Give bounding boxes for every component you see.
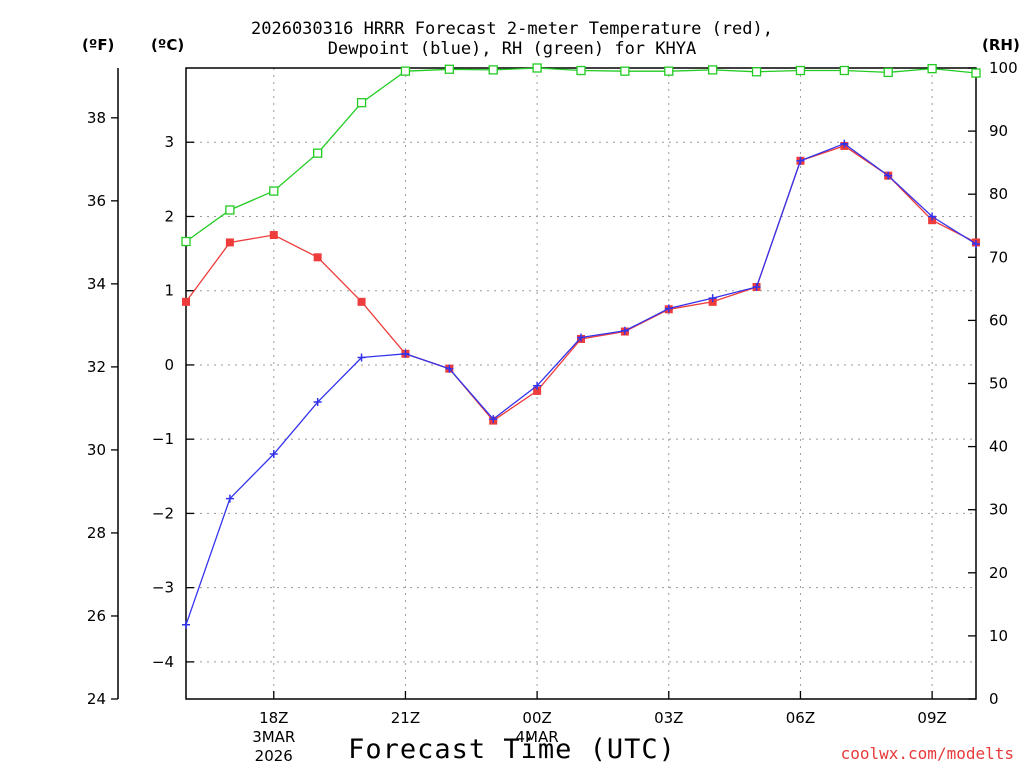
dewpoint-point xyxy=(620,326,629,335)
rh-point xyxy=(225,205,235,215)
dewpoint-point xyxy=(489,415,498,424)
dewpoint-point xyxy=(796,156,805,165)
x-tick-label: 03Z xyxy=(654,709,683,727)
dewpoint-point xyxy=(401,349,410,358)
x-tick-label: 2026 xyxy=(255,747,293,765)
credit-link[interactable]: coolwx.com/modelts xyxy=(840,744,1014,763)
celsius-tick-label: −1 xyxy=(152,430,174,448)
rh-unit-label: (RH) xyxy=(982,36,1020,54)
rh-tick-label: 70 xyxy=(989,248,1008,266)
celsius-tick-label: 1 xyxy=(164,282,174,300)
chart-title-line-1: 2026030316 HRRR Forecast 2-meter Tempera… xyxy=(251,19,773,39)
fahrenheit-unit-label: (ºF) xyxy=(82,36,115,54)
dewpoint-point xyxy=(269,450,278,459)
dewpoint-point xyxy=(182,620,190,629)
rh-tick-label: 0 xyxy=(989,690,999,708)
dewpoint-point xyxy=(313,398,322,407)
fahrenheit-tick-label: 28 xyxy=(87,524,106,542)
rh-point xyxy=(839,65,849,76)
rh-point xyxy=(444,64,454,74)
rh-point xyxy=(576,65,586,76)
rh-point xyxy=(488,65,498,75)
chart-title-line-2: Dewpoint (blue), RH (green) for KHYA xyxy=(327,39,697,59)
rh-tick-label: 100 xyxy=(989,59,1018,77)
dewpoint-point xyxy=(225,494,234,503)
x-tick-label: 3MAR xyxy=(252,728,295,746)
rh-point xyxy=(971,68,981,78)
rh-tick-label: 50 xyxy=(989,375,1008,393)
series-temperature xyxy=(182,141,980,425)
rh-point xyxy=(181,236,191,247)
x-tick-label: 00Z xyxy=(522,709,551,727)
fahrenheit-tick-label: 30 xyxy=(87,441,106,459)
series-line-dewpoint xyxy=(185,142,977,626)
rh-tick-label: 90 xyxy=(989,122,1008,140)
celsius-tick-label: 2 xyxy=(164,207,174,225)
temperature-point xyxy=(357,297,366,306)
rh-tick-label: 20 xyxy=(989,564,1008,582)
rh-point xyxy=(269,186,279,196)
dewpoint-point xyxy=(664,304,673,313)
fahrenheit-tick-label: 36 xyxy=(87,192,106,210)
celsius-tick-label: 3 xyxy=(164,133,174,151)
rh-point xyxy=(356,98,367,108)
x-tick-label: 4MAR xyxy=(516,728,559,746)
temperature-point xyxy=(269,231,278,240)
celsius-tick-label: −4 xyxy=(152,653,174,671)
series-dewpoint xyxy=(182,139,980,629)
rh-point xyxy=(620,66,630,76)
x-tick-label: 06Z xyxy=(786,709,815,727)
fahrenheit-tick-label: 38 xyxy=(87,109,106,127)
rh-point xyxy=(708,65,718,75)
rh-point xyxy=(927,63,937,74)
dewpoint-point xyxy=(928,212,937,221)
rh-tick-label: 30 xyxy=(989,501,1008,519)
rh-tick-label: 80 xyxy=(989,185,1008,203)
fahrenheit-tick-label: 26 xyxy=(87,607,106,625)
dewpoint-point xyxy=(884,171,893,180)
rh-point xyxy=(883,67,893,78)
x-tick-label: 21Z xyxy=(391,709,420,727)
plot-frame xyxy=(185,67,977,700)
x-axis-label: Forecast Time (UTC) xyxy=(348,734,676,765)
rh-point xyxy=(664,66,674,76)
rh-point xyxy=(751,67,762,77)
x-tick-label: 18Z xyxy=(259,709,288,727)
rh-tick-label: 10 xyxy=(989,627,1008,645)
rh-point xyxy=(532,63,542,73)
dewpoint-point xyxy=(357,353,366,362)
rh-tick-label: 60 xyxy=(989,311,1008,329)
fahrenheit-tick-label: 32 xyxy=(87,358,106,376)
x-tick-label: 09Z xyxy=(917,709,946,727)
celsius-tick-label: 0 xyxy=(164,356,174,374)
celsius-tick-label: −2 xyxy=(152,504,174,522)
dewpoint-point xyxy=(533,381,542,390)
dewpoint-point xyxy=(840,139,849,148)
rh-point xyxy=(313,148,323,158)
series-rh xyxy=(181,63,981,247)
dewpoint-point xyxy=(708,294,717,303)
series-line-temperature xyxy=(185,145,977,422)
rh-point xyxy=(400,66,411,76)
celsius-unit-label: (ºC) xyxy=(151,36,185,54)
temperature-point xyxy=(225,238,234,247)
dewpoint-point xyxy=(752,282,761,291)
temperature-point xyxy=(313,253,322,262)
temperature-point xyxy=(533,386,542,395)
dewpoint-point xyxy=(972,239,980,248)
dewpoint-point xyxy=(577,333,585,342)
temperature-point xyxy=(182,297,190,306)
rh-tick-label: 40 xyxy=(989,438,1008,456)
fahrenheit-tick-label: 34 xyxy=(87,275,106,293)
fahrenheit-tick-label: 24 xyxy=(87,690,106,708)
rh-point xyxy=(795,65,806,76)
celsius-tick-label: −3 xyxy=(152,579,174,597)
dewpoint-point xyxy=(445,364,454,373)
